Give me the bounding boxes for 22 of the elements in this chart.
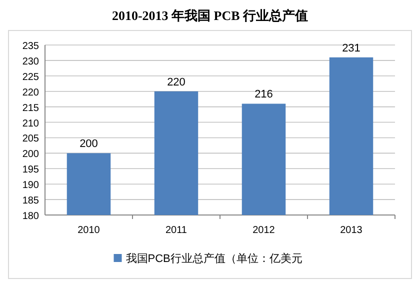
x-tick-label: 2011 <box>165 225 188 236</box>
y-tick-label: 235 <box>22 41 40 52</box>
data-label: 220 <box>167 76 186 88</box>
y-tick-label: 210 <box>22 118 40 130</box>
y-tick-label: 220 <box>22 87 40 98</box>
data-label: 200 <box>80 138 98 150</box>
y-tick-label: 180 <box>22 211 40 222</box>
y-tick-label: 215 <box>22 102 40 114</box>
data-label: 216 <box>254 88 273 101</box>
x-tick-label: 2010 <box>78 225 100 236</box>
data-label: 231 <box>342 42 360 54</box>
y-tick-label: 230 <box>22 56 40 68</box>
x-tick-label: 2012 <box>252 225 276 236</box>
y-tick-label: 225 <box>22 72 40 83</box>
legend-label: 我国PCB行业总产值（单位：亿美元 <box>126 252 302 265</box>
y-tick-label: 205 <box>22 134 40 145</box>
chart-title: 2010-2013 年我国 PCB 行业总产值 <box>112 8 308 23</box>
x-tick-label: 2013 <box>340 225 363 236</box>
y-tick-label: 185 <box>22 196 40 207</box>
y-tick-label: 195 <box>22 164 40 176</box>
y-tick-label: 190 <box>22 180 40 192</box>
y-tick-label: 200 <box>22 149 40 160</box>
